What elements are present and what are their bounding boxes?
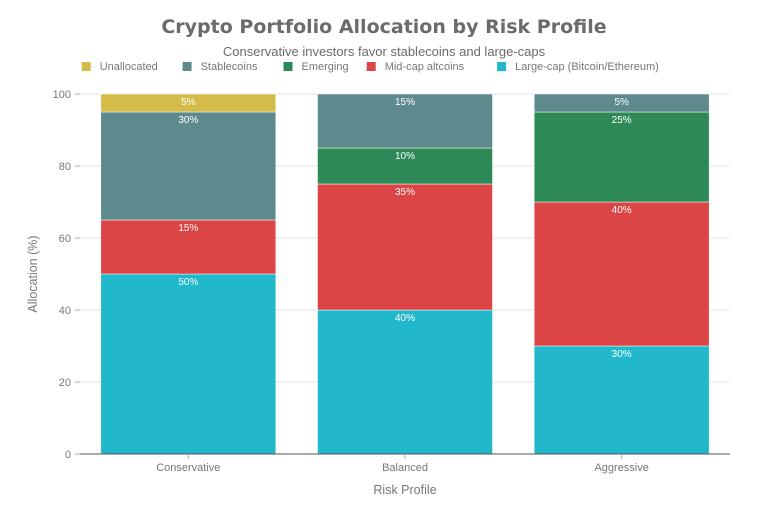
bars: 50% 15% 30% 5% 40% 35% 10% 15% 30% 40% 25% 5% [100,93,710,455]
x-tick-label: Conservative [156,462,220,474]
bar-segment [317,309,493,455]
bar-value-label: 25% [612,115,632,126]
legend-item[interactable]: Unallocated [81,61,158,73]
y-axis-label: Allocation (%) [26,235,40,312]
legend-label: Stablecoins [201,61,258,73]
bar-value-label: 15% [395,97,415,108]
bar-segment [100,273,277,455]
x-tick-label: Balanced [382,462,428,474]
bar-segment [100,93,277,113]
bar-segment [533,111,710,203]
y-tick-label: 80 [59,161,71,173]
bar-segment [317,183,493,311]
bar-segment [533,201,710,347]
legend-swatch [283,62,293,71]
x-axis-label: Risk Profile [373,483,436,497]
y-tick-label: 0 [65,449,71,461]
legend-label: Mid-cap altcoins [385,61,465,73]
legend-swatch [366,62,376,71]
y-tick-label: 60 [59,233,71,245]
legend-item[interactable]: Emerging [283,61,349,73]
bar-segment [317,147,493,185]
legend-swatch [182,62,192,71]
legend-label: Large-cap (Bitcoin/Ethereum) [515,61,659,73]
bar-segment [533,93,710,113]
bar-value-label: 30% [612,349,632,360]
y-tick-label: 20 [59,377,71,389]
bar-value-label: 40% [612,205,632,216]
legend-item[interactable]: Large-cap (Bitcoin/Ethereum) [497,61,659,73]
bar-value-label: 35% [395,187,415,198]
bar-value-label: 5% [614,97,629,108]
legend-swatch [81,62,91,71]
bar-value-label: 40% [395,313,415,324]
bar-value-label: 30% [178,115,198,126]
y-tick-label: 100 [53,89,71,101]
bar-segment [533,345,710,455]
bar-value-label: 5% [181,97,196,108]
y-tick-label: 40 [59,305,71,317]
bar-segment [100,111,277,221]
axes: 0 20 40 60 80 100 Conservative Balanced Aggressi… [53,89,730,474]
legend-item[interactable]: Stablecoins [182,61,258,73]
legend-item[interactable]: Mid-cap altcoins [366,61,465,73]
bar-value-label: 10% [395,151,415,162]
bar-value-label: 50% [178,277,198,288]
bar-segment [100,219,277,275]
bar-value-label: 15% [178,223,198,234]
chart-title: Crypto Portfolio Allocation by Risk Prof… [161,16,606,38]
legend: Unallocated Stablecoins Emerging Mid-cap al… [81,61,659,73]
x-tick-label: Aggressive [594,462,648,474]
legend-label: Unallocated [100,61,158,73]
legend-label: Emerging [302,61,349,73]
bar-segment [317,93,493,149]
legend-swatch [497,62,507,71]
chart-subtitle: Conservative investors favor stablecoins… [223,44,546,59]
